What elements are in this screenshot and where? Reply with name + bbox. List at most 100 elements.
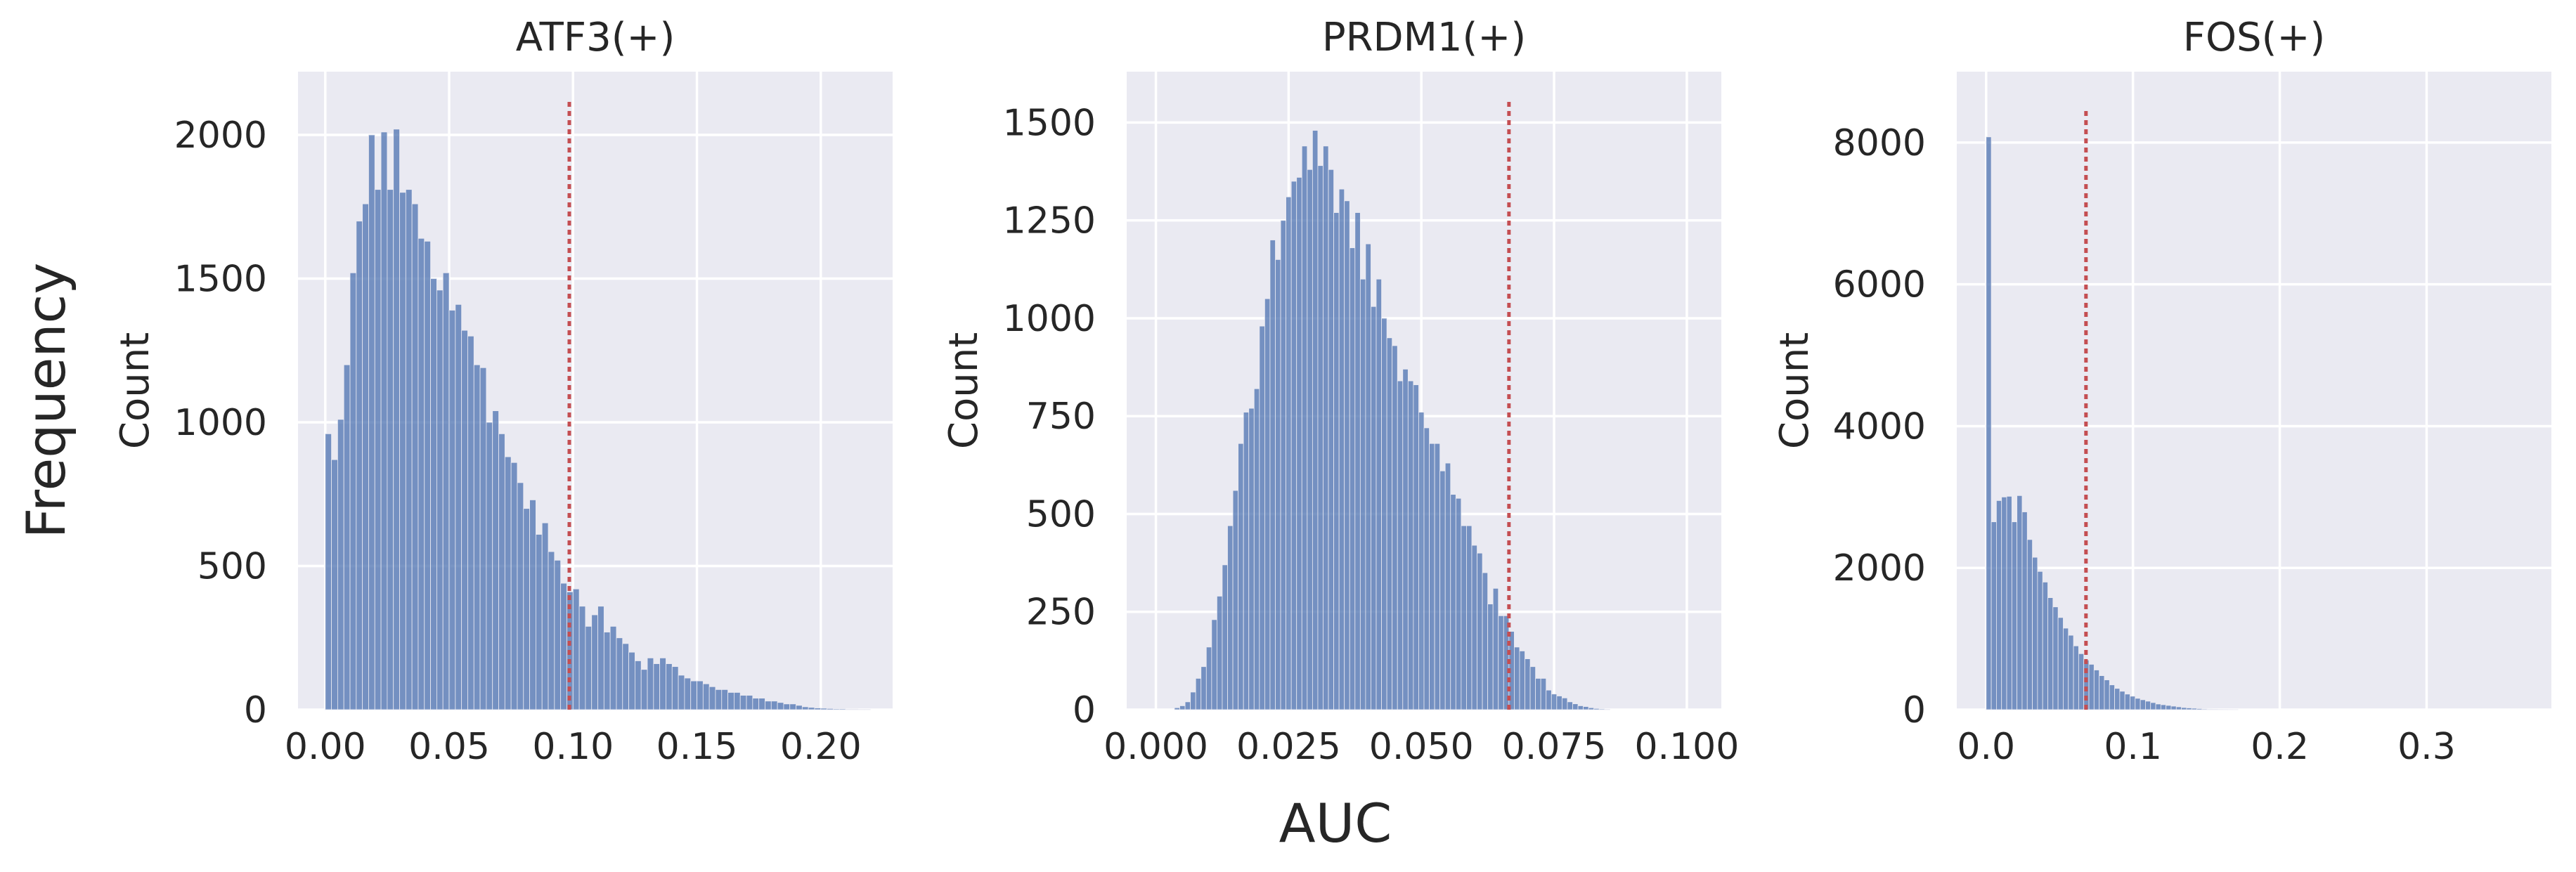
histogram-bar xyxy=(752,698,760,710)
histogram-bar xyxy=(405,189,413,710)
histogram-bar xyxy=(399,192,406,710)
histogram-bar xyxy=(1604,709,1610,710)
x-tick-label: 0.025 xyxy=(1236,726,1341,768)
histogram-bar xyxy=(1290,181,1297,710)
histogram-bar xyxy=(368,134,375,710)
histogram-bar xyxy=(2063,627,2069,710)
histogram-bar xyxy=(2093,670,2100,710)
histogram-bar xyxy=(430,278,437,710)
histogram-bar xyxy=(635,660,642,710)
histogram-bar xyxy=(609,625,617,710)
histogram-bar xyxy=(1338,188,1345,710)
histogram-bar xyxy=(647,657,654,710)
histogram-bar xyxy=(827,708,834,710)
histogram-bar xyxy=(777,702,784,710)
histogram-bar xyxy=(424,240,431,710)
x-tick-label: 0.3 xyxy=(2397,726,2456,768)
y-axis-label: Count xyxy=(1772,332,1818,449)
histogram-bar xyxy=(1296,177,1302,710)
x-tick-label: 0.050 xyxy=(1369,726,1474,768)
histogram-bar xyxy=(2021,512,2028,710)
histogram-bar xyxy=(2073,645,2079,710)
histogram-bar xyxy=(2042,582,2048,710)
histogram-bar xyxy=(1381,318,1387,710)
histogram-bar xyxy=(2140,699,2146,710)
histogram-bar xyxy=(1455,497,1462,710)
histogram-bar xyxy=(1323,145,1329,710)
histogram-bar xyxy=(783,703,791,710)
histogram-bar xyxy=(486,422,493,710)
histogram-bar xyxy=(801,706,809,710)
histogram-bar xyxy=(380,131,388,710)
histogram-bar xyxy=(1349,247,1356,710)
y-tick-label: 1000 xyxy=(1003,298,1096,340)
histogram-bar xyxy=(523,508,530,710)
y-tick-label: 2000 xyxy=(174,115,267,157)
histogram-bar xyxy=(2088,664,2095,710)
histogram-bar xyxy=(2181,707,2187,710)
histogram-bar xyxy=(1301,145,1308,710)
histogram-bar xyxy=(721,689,728,710)
histogram-bar xyxy=(666,663,673,710)
histogram-bar xyxy=(1593,708,1600,710)
histogram-bar xyxy=(1312,130,1319,710)
histogram-bar xyxy=(560,583,567,710)
histogram-bar xyxy=(2006,495,2012,710)
histogram-bar xyxy=(1365,243,1371,710)
histogram-bar xyxy=(2175,706,2182,710)
histogram-bar xyxy=(1238,443,1244,710)
histogram-bar xyxy=(374,189,382,710)
histogram-bar xyxy=(517,482,524,710)
histogram-bar xyxy=(2001,496,2007,710)
histogram-bar xyxy=(2057,617,2064,710)
histogram-bar xyxy=(2160,704,2167,710)
histogram-bar xyxy=(1371,306,1377,710)
histogram-bar xyxy=(1333,212,1340,710)
histogram-bar xyxy=(1498,615,1504,710)
x-tick-label: 0.0 xyxy=(1957,726,2015,768)
y-tick-label: 0 xyxy=(1903,689,1926,731)
x-tick-label: 0.100 xyxy=(1634,726,1739,768)
histogram-bar xyxy=(2206,708,2213,710)
histogram-bar xyxy=(337,419,344,710)
histogram-bar xyxy=(2124,694,2130,710)
histogram-bar xyxy=(1307,169,1313,710)
y-tick-label: 4000 xyxy=(1833,405,1926,448)
histogram-bar xyxy=(467,335,474,710)
histogram-bar xyxy=(2212,708,2218,710)
histogram-bar xyxy=(2099,675,2105,710)
histogram-bar xyxy=(1572,703,1579,710)
histogram-bar xyxy=(1991,521,1997,710)
figure-y-label: Frequency xyxy=(15,263,77,539)
histogram-bar xyxy=(659,657,666,710)
histogram-bar xyxy=(1402,368,1409,710)
histogram-bar xyxy=(671,666,679,710)
histogram-bar xyxy=(1423,427,1430,710)
histogram-bar xyxy=(461,330,468,710)
histogram-bar xyxy=(2083,659,2090,710)
histogram-bar xyxy=(1359,278,1366,710)
histogram-bar xyxy=(678,675,685,710)
histogram-bar xyxy=(1407,380,1414,710)
histogram-bar xyxy=(1413,384,1419,710)
histogram-bar xyxy=(616,637,623,710)
y-tick-label: 2000 xyxy=(1833,547,1926,590)
figure-x-label: AUC xyxy=(1279,792,1392,854)
histogram-bar xyxy=(808,707,815,710)
histogram-bar xyxy=(578,606,586,710)
y-tick-labels: 0 250 500 750 1000 1250 1500 xyxy=(1003,102,1096,731)
histogram-bar xyxy=(529,500,536,710)
histogram-bar xyxy=(2196,708,2203,710)
y-tick-labels: 0 2000 4000 6000 8000 xyxy=(1833,122,1926,731)
histogram-bar xyxy=(1551,694,1558,710)
histogram-bar xyxy=(1540,678,1547,710)
histogram-bar xyxy=(820,708,827,710)
histogram-bar xyxy=(1466,525,1473,710)
histogram-bar xyxy=(702,683,710,710)
histogram-bar xyxy=(1529,666,1536,710)
histogram-bar xyxy=(2166,705,2172,710)
histogram-bar xyxy=(479,367,487,710)
histogram-bar xyxy=(349,272,357,710)
y-tick-label: 8000 xyxy=(1833,122,1926,164)
histogram-bar xyxy=(442,272,450,710)
